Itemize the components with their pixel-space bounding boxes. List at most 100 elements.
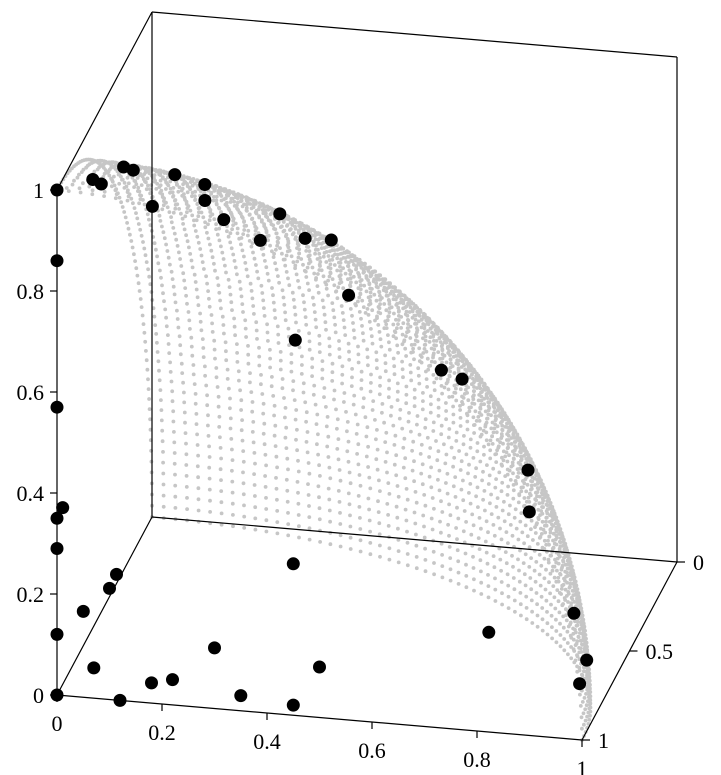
surface-dot: [280, 386, 285, 391]
surface-dot: [217, 226, 222, 231]
surface-dot: [275, 509, 280, 513]
surface-dot: [524, 489, 529, 494]
surface-dot: [324, 244, 329, 249]
surface-dot: [510, 533, 515, 538]
surface-dot: [225, 377, 230, 381]
surface-dot: [146, 387, 151, 391]
surface-dot: [270, 375, 274, 379]
surface-dot: [366, 295, 371, 300]
surface-dot: [324, 260, 329, 264]
surface-dot: [404, 401, 409, 406]
surface-dot: [158, 268, 162, 273]
surface-dot: [383, 353, 387, 358]
surface-dot: [81, 167, 86, 172]
surface-dot: [216, 283, 221, 288]
surface-dot: [369, 372, 373, 377]
surface-dot: [244, 223, 249, 228]
surface-dot: [459, 365, 464, 369]
surface-dot: [586, 677, 591, 682]
surface-dot: [297, 285, 302, 290]
surface-dot: [477, 516, 482, 520]
surface-dot: [378, 489, 382, 493]
surface-dot: [560, 544, 565, 548]
surface-dot: [261, 252, 266, 257]
surface-dot: [335, 296, 340, 301]
surface-dot: [410, 308, 415, 312]
surface-dot: [495, 438, 500, 442]
surface-dot: [546, 560, 551, 565]
surface-dot: [451, 404, 455, 409]
surface-dot: [196, 303, 201, 308]
surface-dot: [137, 201, 142, 206]
surface-dot: [139, 193, 144, 198]
surface-dot: [483, 539, 488, 544]
surface-dot: [231, 524, 235, 529]
surface-dot: [475, 441, 480, 445]
surface-dot: [294, 220, 299, 225]
surface-dot: [242, 202, 246, 207]
surface-dot: [307, 288, 311, 292]
surface-dot: [169, 215, 174, 220]
data-point: [217, 213, 231, 227]
surface-dot: [317, 333, 322, 338]
surface-dot: [517, 492, 522, 496]
surface-dot: [347, 357, 352, 362]
surface-dot: [566, 566, 571, 571]
surface-dot: [529, 556, 533, 560]
surface-dot: [243, 326, 248, 331]
surface-dot: [252, 312, 256, 316]
surface-dot: [215, 232, 220, 237]
data-point: [145, 199, 159, 213]
surface-dot: [177, 185, 182, 190]
surface-dot: [476, 415, 481, 419]
surface-dot: [309, 227, 314, 232]
surface-dot: [232, 199, 237, 204]
surface-dot: [582, 646, 587, 651]
surface-dot: [135, 176, 140, 180]
surface-dot: [547, 506, 552, 511]
surface-dot: [182, 390, 186, 395]
surface-dot: [446, 351, 451, 355]
surface-dot: [214, 375, 219, 380]
surface-dot: [184, 293, 189, 298]
surface-dot: [219, 194, 224, 198]
surface-dot: [529, 587, 534, 592]
surface-dot: [387, 340, 391, 345]
surface-dot: [183, 431, 188, 435]
surface-dot: [235, 342, 239, 346]
surface-dot: [471, 415, 476, 420]
surface-dot: [204, 383, 209, 388]
surface-dot: [394, 504, 399, 509]
surface-dot: [278, 367, 283, 372]
surface-dot: [181, 271, 186, 276]
surface-dot: [513, 507, 518, 512]
surface-dot: [275, 531, 280, 536]
surface-dot: [396, 538, 401, 542]
surface-dot: [171, 210, 176, 215]
surface-dot: [391, 334, 396, 339]
surface-dot: [351, 328, 356, 333]
surface-dot: [167, 351, 172, 355]
surface-dot: [539, 594, 544, 599]
surface-dot: [536, 507, 541, 512]
surface-dot: [278, 358, 283, 363]
surface-dot: [192, 218, 196, 223]
surface-dot: [489, 413, 493, 418]
surface-dot: [228, 200, 233, 204]
surface-dot: [262, 224, 267, 229]
surface-dot: [284, 446, 289, 450]
surface-dot: [302, 224, 306, 228]
surface-dot: [255, 337, 259, 341]
surface-dot: [511, 564, 515, 569]
surface-dot: [304, 249, 309, 253]
surface-dot: [540, 491, 544, 495]
surface-dot: [231, 216, 236, 221]
surface-dot: [449, 445, 454, 450]
surface-dot: [321, 274, 326, 279]
surface-dot: [534, 470, 539, 474]
surface-dot: [314, 277, 318, 282]
surface-dot: [438, 376, 443, 381]
surface-dot: [546, 557, 551, 562]
surface-dot: [375, 467, 380, 472]
surface-dot: [124, 184, 129, 189]
